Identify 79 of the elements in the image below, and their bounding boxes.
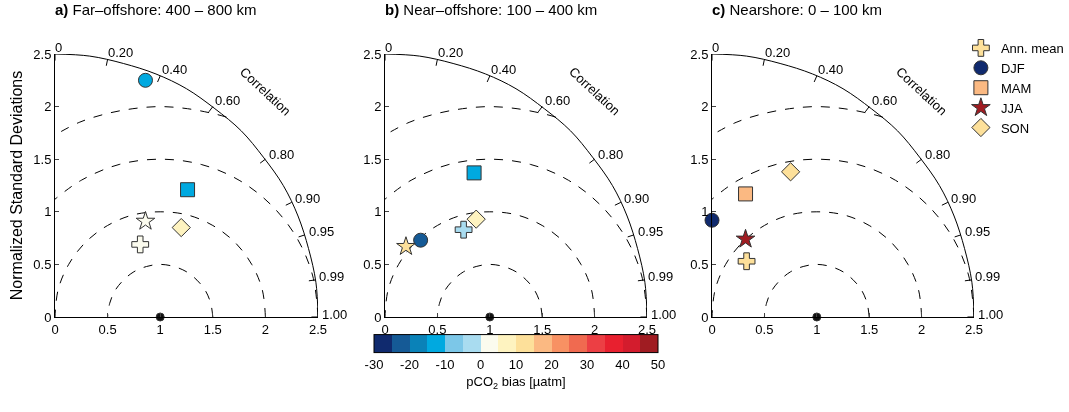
annotation: 0 — [55, 40, 63, 55]
annotation: 0 — [712, 40, 720, 55]
x-tick-label: 2.5 — [964, 321, 984, 337]
chart-title: a) Far–offshore: 400 – 800 km — [55, 0, 257, 18]
y-tick-label: 2 — [374, 99, 382, 115]
annotation: 0.95 — [965, 224, 991, 239]
y-tick-label: 2.5 — [690, 46, 709, 62]
x-tick-label: 1.5 — [203, 321, 222, 337]
legend-label: MAM — [1000, 80, 1032, 96]
y-tick-label: 0.5 — [690, 256, 709, 272]
color-bar-label: 50 — [650, 357, 666, 373]
y-tick-label: 1.5 — [363, 151, 382, 167]
color-bar-label: 20 — [544, 357, 559, 373]
legend-label: SON — [1000, 120, 1030, 136]
annotation: 0.20 — [108, 45, 134, 60]
color-bar-label: 30 — [579, 357, 595, 373]
annotation: 0.20 — [438, 45, 464, 60]
x-tick-label: 2.5 — [637, 321, 657, 337]
x-tick-label: 0.5 — [98, 321, 117, 337]
color-bar-label: 10 — [508, 357, 524, 373]
y-tick-label: 0 — [44, 309, 52, 325]
chart-title: b) Near–offshore: 100 – 400 km — [385, 0, 598, 18]
text: 0.99 — [648, 269, 674, 284]
y-tick-label: 2.5 — [33, 46, 52, 62]
x-tick-label: 2 — [917, 321, 926, 337]
x-tick-label: 0.5 — [755, 321, 774, 337]
color-bar-title: pCO$_{2}$ bias [µatm] — [466, 374, 566, 391]
y-tick-label: 2 — [44, 99, 52, 115]
annotation: 0.80 — [598, 147, 624, 162]
y-tick-label: 0.5 — [363, 256, 382, 272]
annotation: 0.20 — [765, 45, 791, 60]
chart-title: c) Nearshore: 0 – 100 km — [712, 0, 883, 18]
x-tick-label: 1 — [486, 321, 494, 337]
y-tick-label: 2 — [701, 99, 709, 115]
x-tick-label: 1.5 — [860, 321, 879, 337]
color-bar-label: -10 — [435, 357, 455, 373]
color-bar-label: 40 — [615, 357, 630, 373]
y-tick-label: 1 — [374, 204, 382, 220]
x-tick-label: 2 — [590, 321, 599, 337]
annotation: 0.95 — [638, 224, 664, 239]
annotation: 0.60 — [872, 93, 898, 108]
text: 0.99 — [975, 269, 1001, 284]
y-tick-label: 1 — [44, 204, 52, 220]
y-tick-label: 1.5 — [690, 151, 709, 167]
color-bar-label: 0 — [476, 357, 485, 373]
x-tick-label: 1 — [156, 321, 164, 337]
y-tick-label: 1.5 — [33, 151, 52, 167]
legend-label: Ann. mean — [1000, 40, 1064, 56]
annotation: 0.40 — [818, 62, 844, 77]
x-tick-label: 1 — [813, 321, 821, 337]
x-tick-label: 2 — [261, 321, 270, 337]
color-bar-label: -30 — [364, 357, 384, 373]
annotation: 0.60 — [215, 93, 241, 108]
legend-label: DJF — [1000, 60, 1025, 76]
annotation: 0.90 — [624, 191, 650, 206]
text: 0.99 — [319, 269, 345, 284]
annotation: 0.80 — [925, 147, 951, 162]
annotation: 0.90 — [295, 191, 321, 206]
annotation: 0.60 — [545, 93, 571, 108]
annotation: 0.80 — [269, 147, 295, 162]
y-tick-label: 0 — [374, 309, 382, 325]
y-tick-label: 0.5 — [33, 256, 52, 272]
annotation: 0.40 — [162, 62, 188, 77]
legend-label: JJA — [1000, 100, 1023, 116]
y-tick-label: 0 — [701, 309, 709, 325]
y-axis-title: Normalized Standard Deviations — [8, 70, 26, 301]
color-bar-label: -20 — [400, 357, 419, 373]
annotation: 0.90 — [951, 191, 977, 206]
x-tick-label: 2.5 — [308, 321, 328, 337]
y-tick-label: 2.5 — [363, 46, 382, 62]
annotation: 0 — [385, 40, 393, 55]
x-tick-label: 0.5 — [428, 321, 447, 337]
text: 1.00 — [322, 307, 348, 322]
x-tick-label: 1.5 — [533, 321, 552, 337]
annotation: 0.95 — [309, 224, 335, 239]
text: 1.00 — [978, 307, 1004, 322]
annotation: 0.40 — [491, 62, 517, 77]
y-tick-label: 1 — [701, 204, 709, 220]
text: 1.00 — [651, 307, 677, 322]
